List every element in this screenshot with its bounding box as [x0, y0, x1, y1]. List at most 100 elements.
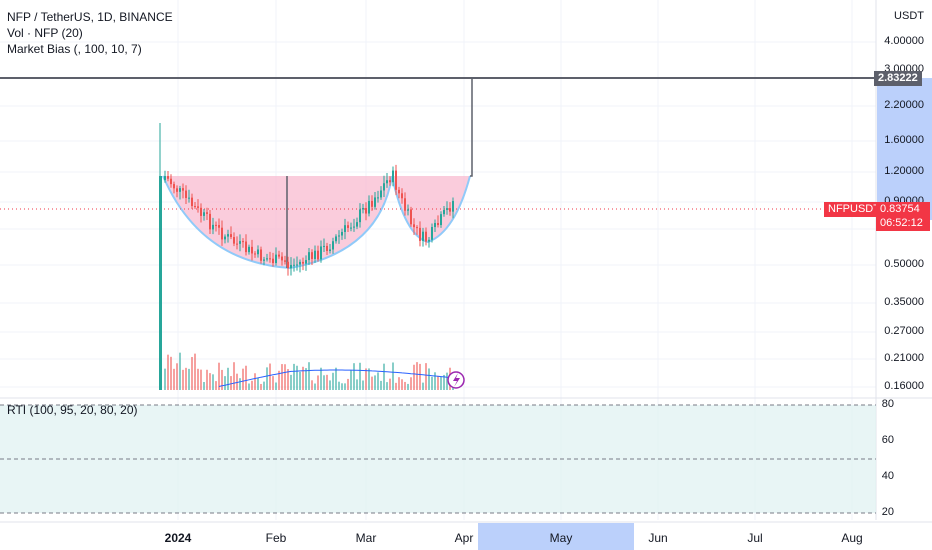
volume-bar	[368, 368, 370, 390]
volume-bar	[251, 380, 253, 390]
candle-body	[206, 212, 208, 214]
candle-body	[188, 197, 190, 199]
volume-bar	[200, 369, 202, 390]
candle-body	[209, 213, 211, 230]
volume-bar	[236, 373, 238, 390]
candle-body	[299, 261, 301, 265]
candle-body	[422, 231, 424, 241]
candle-body	[212, 224, 214, 230]
price-tick-label: 2.20000	[884, 99, 924, 111]
volume-bar	[206, 369, 208, 390]
volume-bar	[185, 367, 187, 390]
volume-bar	[383, 363, 385, 390]
candle-body	[419, 227, 421, 241]
candle-body	[416, 227, 418, 229]
candle-body	[362, 208, 364, 210]
candle-body	[449, 208, 451, 212]
volume-bar	[245, 365, 247, 390]
volume-bar	[425, 363, 427, 390]
volume-bar	[386, 382, 388, 390]
candle-body	[260, 249, 262, 261]
volume-bar	[179, 352, 181, 390]
candle-body	[245, 241, 247, 253]
candle-body	[410, 209, 412, 225]
candle-body	[290, 264, 292, 269]
volume-bar	[329, 380, 331, 390]
candle-body	[227, 234, 229, 237]
volume-bar	[269, 363, 271, 390]
volume-bar	[257, 377, 259, 390]
volume-bar	[230, 376, 232, 390]
volume-bar	[353, 363, 355, 390]
candle-body	[302, 261, 304, 264]
candle-body	[233, 237, 235, 244]
candle-body	[305, 260, 307, 264]
market-bias-indicator-label[interactable]: Market Bias (, 100, 10, 7)	[7, 42, 142, 56]
volume-bar	[263, 381, 265, 390]
currency-button[interactable]: USDT	[894, 10, 924, 22]
candle-body	[182, 188, 184, 191]
rti-indicator-label[interactable]: RTI (100, 95, 20, 80, 20)	[7, 403, 138, 417]
volume-bar	[224, 376, 226, 390]
volume-bar	[404, 381, 406, 390]
volume-bar	[380, 380, 382, 390]
volume-bar	[173, 368, 175, 390]
candle-body	[218, 225, 220, 228]
volume-bar	[374, 375, 376, 390]
volume-bar	[239, 378, 241, 390]
candle-body	[338, 235, 340, 237]
volume-bar	[413, 364, 415, 390]
price-tick-label: 0.50000	[884, 258, 924, 270]
volume-bar	[371, 376, 373, 390]
volume-bar	[407, 383, 409, 390]
candle-body	[239, 241, 241, 244]
time-label-jul: Jul	[747, 531, 763, 545]
volume-bar	[197, 368, 199, 390]
candle-body	[230, 234, 232, 238]
volume-indicator-label[interactable]: Vol · NFP (20)	[7, 26, 83, 40]
countdown-tag: 06:52:12	[876, 216, 930, 231]
volume-bar	[215, 381, 217, 390]
candle-body	[332, 241, 334, 250]
volume-bar	[416, 362, 418, 390]
candle-body	[374, 197, 376, 207]
candle-body	[308, 252, 310, 261]
volume-bar	[278, 370, 280, 390]
candle-body	[353, 226, 355, 228]
volume-bar	[356, 379, 358, 390]
candle-body	[275, 254, 277, 264]
volume-bar	[377, 372, 379, 390]
volume-bar	[401, 379, 403, 390]
candle-body	[176, 188, 178, 192]
volume-ma-line	[218, 369, 454, 387]
candle-body	[350, 227, 352, 229]
listing-candle-body	[159, 176, 162, 390]
candle-body	[191, 197, 193, 207]
price-tick-label: 0.21000	[884, 352, 924, 364]
time-label-mar: Mar	[355, 531, 377, 545]
hline-price-tag: 2.83222	[874, 71, 922, 86]
candle-body	[452, 201, 454, 212]
volume-bar	[260, 383, 262, 390]
candle-body	[284, 260, 286, 262]
volume-bar	[335, 367, 337, 390]
volume-bar	[311, 380, 313, 390]
candle-body	[293, 264, 295, 266]
volume-bar	[305, 368, 307, 390]
flash-icon[interactable]	[447, 371, 465, 389]
candle-body	[281, 256, 283, 261]
candle-body	[413, 224, 415, 228]
volume-bar	[422, 382, 424, 390]
candle-body	[170, 178, 172, 185]
volume-bar	[320, 367, 322, 390]
time-label-feb: Feb	[265, 531, 287, 545]
symbol-title[interactable]: NFP / TetherUS, 1D, BINANCE	[7, 10, 173, 24]
time-range-highlight	[478, 523, 634, 550]
volume-bar	[410, 377, 412, 390]
candle-body	[257, 249, 259, 255]
volume-bar	[392, 362, 394, 390]
volume-bar	[443, 374, 445, 390]
volume-bar	[347, 378, 349, 390]
candle-body	[425, 231, 427, 242]
